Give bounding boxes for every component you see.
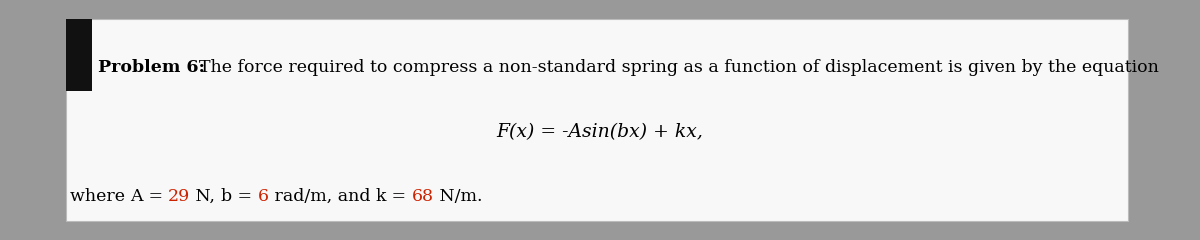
Text: 6: 6	[258, 188, 269, 205]
Text: 29: 29	[168, 188, 191, 205]
Text: b: b	[221, 188, 232, 205]
FancyBboxPatch shape	[66, 19, 92, 91]
Text: A: A	[130, 188, 143, 205]
Text: where: where	[70, 188, 130, 205]
Text: Problem 6:: Problem 6:	[98, 59, 205, 76]
Text: N,: N,	[191, 188, 221, 205]
FancyBboxPatch shape	[66, 19, 1128, 221]
Text: =: =	[232, 188, 258, 205]
Text: 68: 68	[412, 188, 434, 205]
Text: k: k	[376, 188, 386, 205]
Text: =: =	[143, 188, 168, 205]
Text: F(x) = -Asin(bx) + kx,: F(x) = -Asin(bx) + kx,	[497, 123, 703, 141]
Text: rad/m, and: rad/m, and	[269, 188, 376, 205]
Text: =: =	[386, 188, 412, 205]
Text: N/m.: N/m.	[434, 188, 482, 205]
Text: The force required to compress a non-standard spring as a function of displaceme: The force required to compress a non-sta…	[188, 59, 1159, 76]
